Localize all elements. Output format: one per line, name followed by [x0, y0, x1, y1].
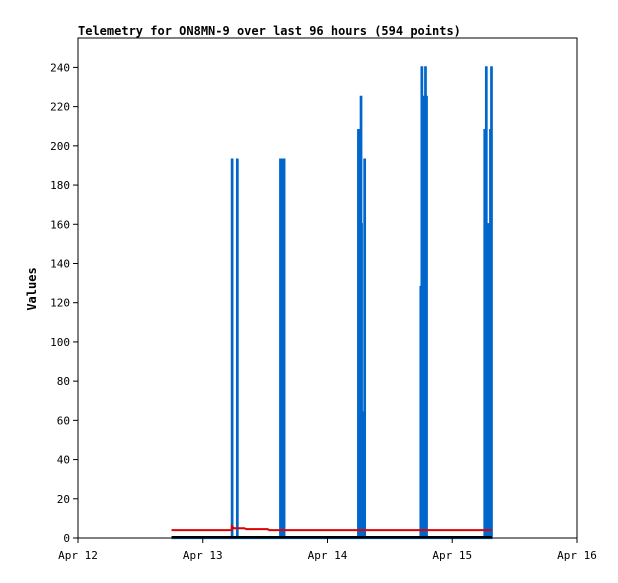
- y-ticks: 0 20 40 60 80 100 120 140 160 180 200 220 240: [50, 61, 78, 545]
- chart-title: Telemetry for ON8MN-9 over last 96 hours…: [78, 24, 461, 38]
- y-tick-label: 0: [63, 532, 70, 545]
- plot-frame: [77, 37, 578, 539]
- x-ticks: Apr 12 Apr 13 Apr 14 Apr 15 Apr 16: [58, 538, 597, 562]
- x-tick-label: Apr 15: [432, 549, 472, 562]
- y-axis-label: Values: [25, 267, 39, 310]
- y-tick-label: 20: [57, 493, 70, 506]
- y-tick-label: 80: [57, 375, 70, 388]
- y-tick-label: 140: [50, 257, 70, 270]
- y-tick-label: 220: [50, 101, 70, 114]
- x-tick-label: Apr 12: [58, 549, 98, 562]
- x-tick-label: Apr 16: [557, 549, 597, 562]
- series-line-1: [171, 66, 493, 540]
- x-tick-label: Apr 14: [308, 549, 348, 562]
- y-tick-label: 180: [50, 179, 70, 192]
- y-tick-label: 200: [50, 140, 70, 153]
- series-layer: [171, 66, 493, 540]
- y-tick-label: 60: [57, 414, 70, 427]
- y-tick-label: 100: [50, 336, 70, 349]
- y-tick-label: 120: [50, 297, 70, 310]
- y-tick-label: 160: [50, 218, 70, 231]
- y-tick-label: 240: [50, 61, 70, 74]
- series-line-2: [171, 523, 492, 532]
- x-tick-label: Apr 13: [183, 549, 223, 562]
- y-tick-label: 40: [57, 454, 70, 467]
